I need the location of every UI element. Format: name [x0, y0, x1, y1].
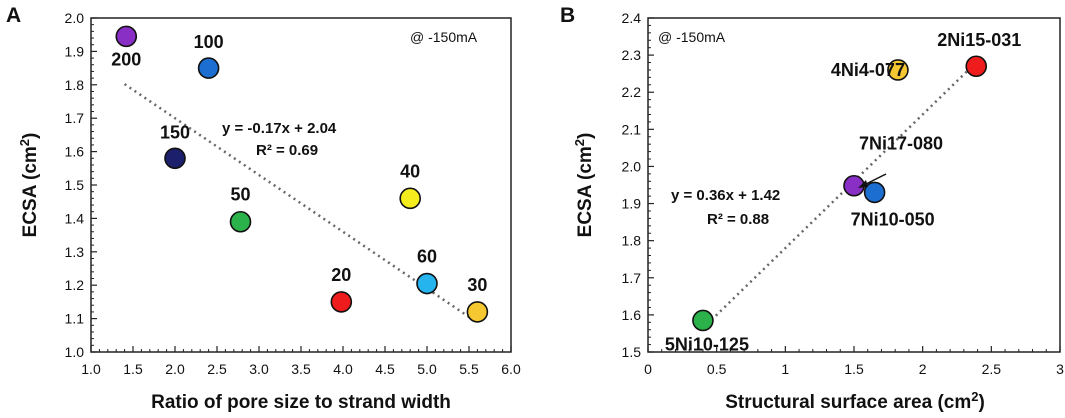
x-tick-label: 4.5: [375, 361, 395, 377]
panel-b-current-annotation: @ -150mA: [658, 29, 726, 45]
y-tick-label: 2.1: [622, 121, 642, 137]
y-tick-label: 1.5: [622, 344, 642, 360]
point-label-30: 30: [467, 275, 487, 295]
x-tick-label: 4.0: [333, 361, 353, 377]
panel-a-plot-frame: [90, 17, 512, 353]
panel-b-y-axis-title: ECSA (cm2): [572, 133, 596, 238]
y-tick-label: 1.2: [65, 277, 85, 293]
x-tick-label: 3.0: [249, 361, 269, 377]
x-tick-label: 3: [1056, 361, 1064, 377]
data-point-60: [416, 272, 438, 295]
x-tick-label: 1.5: [123, 361, 143, 377]
panel-b-x-axis-title: Structural surface area (cm2): [725, 389, 985, 413]
panel-b: B 0 0.5 1 1.5 2 2.5 3 1.5 1.6 1.7 1.8 1.9 2.0 2.1 2.2…: [560, 4, 1064, 413]
y-tick-label: 2.0: [65, 10, 85, 26]
x-tick-label: 1: [781, 361, 789, 377]
panel-b-fit-r2: R² = 0.88: [707, 211, 769, 228]
point-label-2Ni15-031: 2Ni15-031: [937, 30, 1021, 50]
panel-b-x-ticks: 0 0.5 1 1.5 2 2.5 3: [644, 346, 1064, 377]
x-tick-label: 2.0: [165, 361, 185, 377]
x-tick-label: 3.5: [291, 361, 311, 377]
data-point-5Ni10-125: [692, 309, 714, 332]
y-tick-label: 1.5: [65, 177, 85, 193]
panel-a-point-labels: 200 100 150 50 40 20 60 30: [111, 32, 487, 295]
y-tick-label: 1.6: [65, 144, 85, 160]
y-tick-label: 1.0: [65, 344, 85, 360]
point-label-150: 150: [160, 122, 190, 142]
y-tick-label: 2.3: [622, 47, 642, 63]
x-tick-label: 0.5: [707, 361, 727, 377]
data-point-30: [466, 301, 489, 323]
y-tick-label: 1.7: [65, 110, 85, 126]
panel-b-point-labels: 2Ni15-031 4Ni4-077 7Ni17-080 7Ni10-050 5Ni10…: [665, 30, 1021, 354]
panel-a-fit-equation: y = -0.17x + 2.04: [222, 120, 337, 137]
panel-a-fit-r2: R² = 0.69: [256, 142, 318, 159]
y-tick-label: 1.7: [622, 270, 642, 286]
data-point-40: [399, 187, 422, 210]
x-tick-label: 2.5: [982, 361, 1002, 377]
point-label-50: 50: [231, 185, 251, 205]
x-tick-label: 0: [644, 361, 652, 377]
panel-a-letter: A: [6, 4, 21, 27]
y-tick-label: 2.0: [622, 158, 642, 174]
y-tick-label: 1.4: [65, 210, 85, 226]
panel-a: A 1.0 1.5 2.0 2.5 3.0 3.5 4.0 4.5 5.0 5.5 6.0 1.01…: [6, 4, 521, 413]
panel-a-y-axis-title: ECSA (cm2): [17, 133, 41, 238]
point-label-100: 100: [194, 32, 224, 52]
y-tick-label: 1.9: [622, 196, 642, 212]
x-tick-label: 2.5: [207, 361, 227, 377]
data-point-7Ni10-050: [863, 181, 886, 204]
point-label-200: 200: [111, 49, 141, 69]
y-tick-label: 2.4: [622, 10, 642, 26]
data-point-2Ni15-031: [965, 55, 988, 78]
data-point-4Ni4-077: [887, 59, 909, 81]
y-tick-label: 2.2: [622, 84, 642, 100]
panel-a-x-ticks: 1.0 1.5 2.0 2.5 3.0 3.5 4.0 4.5 5.0 5.5 6.0: [81, 346, 521, 377]
panel-a-y-ticks: 1.0 1.1 1.2 1.3 1.4 1.5 1.6 1.7 1.8 1.9 2.0: [65, 10, 97, 360]
y-tick-label: 1.1: [65, 311, 85, 327]
x-tick-label: 6.0: [501, 361, 521, 377]
panel-a-points: [115, 25, 489, 323]
point-label-7Ni10-050: 7Ni10-050: [851, 209, 935, 229]
point-label-7Ni17-080: 7Ni17-080: [859, 134, 943, 154]
y-tick-label: 1.3: [65, 244, 85, 260]
y-tick-label: 1.6: [622, 307, 642, 323]
point-label-5Ni10-125: 5Ni10-125: [665, 334, 749, 354]
x-tick-label: 1.5: [844, 361, 864, 377]
x-tick-label: 2: [919, 361, 927, 377]
panel-b-letter: B: [560, 4, 575, 27]
y-tick-label: 1.9: [65, 43, 85, 59]
x-tick-label: 1.0: [81, 361, 101, 377]
x-tick-label: 5.0: [417, 361, 437, 377]
data-point-200: [115, 25, 138, 48]
y-tick-label: 1.8: [622, 233, 642, 249]
point-label-4Ni4-077: 4Ni4-077: [831, 60, 905, 80]
panel-b-points: [692, 55, 988, 332]
panel-a-x-axis-title: Ratio of pore size to strand width: [151, 392, 451, 413]
point-label-20: 20: [331, 265, 351, 285]
point-label-60: 60: [417, 247, 437, 267]
data-point-150: [164, 147, 186, 170]
panel-b-fit-equation: y = 0.36x + 1.42: [671, 187, 780, 204]
y-tick-label: 1.8: [65, 77, 85, 93]
x-tick-label: 5.5: [459, 361, 479, 377]
panel-b-callout-arrowhead: [858, 180, 868, 188]
panel-b-y-ticks: 1.5 1.6 1.7 1.8 1.9 2.0 2.1 2.2 2.3 2.4: [622, 10, 654, 360]
data-point-100: [197, 57, 220, 79]
data-point-20: [330, 291, 353, 313]
point-label-40: 40: [400, 161, 420, 181]
data-point-50: [229, 210, 252, 233]
panel-a-current-annotation: @ -150mA: [410, 29, 478, 45]
panel-b-fit-line: [702, 60, 979, 330]
